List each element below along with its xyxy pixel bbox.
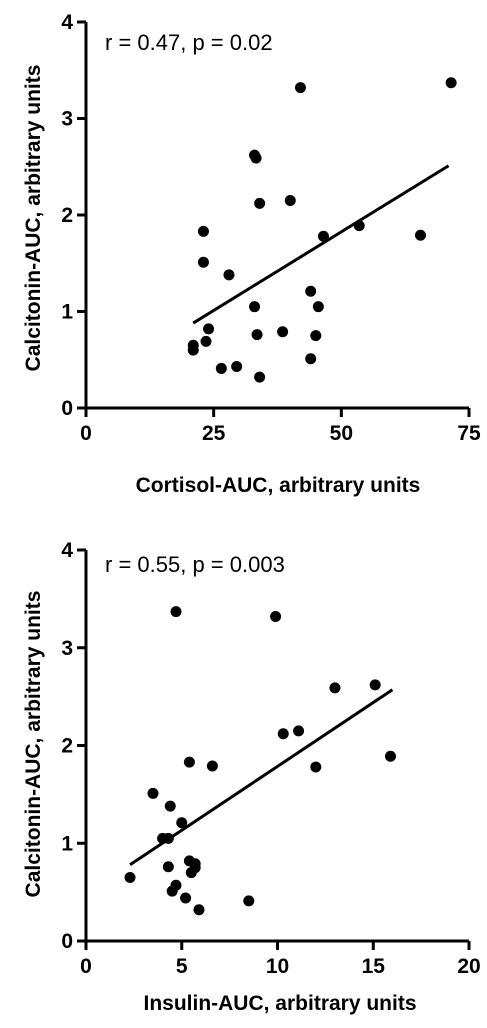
x-axis-title: Insulin-AUC, arbitrary units [143,992,416,1015]
data-point [414,229,426,241]
data-point [206,760,218,772]
data-point [312,301,324,313]
y-tick-label: 2 [61,204,73,227]
chart-insulin-calcitonin: r = 0.55, p = 0.003 Calcitonin-AUC, arbi… [22,539,481,1015]
plot-area: 0 1 2 3 4 0 25 50 75 [61,11,481,445]
data-point [277,326,289,338]
data-point [250,152,262,164]
y-tick-label: 0 [61,397,73,420]
y-tick-label: 1 [61,301,73,324]
data-point [164,800,176,812]
y-tick-label: 1 [61,832,73,855]
data-point [124,871,136,883]
x-tick-label: 0 [80,955,92,978]
y-tick-label: 4 [61,539,73,562]
data-point [270,610,282,622]
data-point [243,895,255,907]
data-point [189,862,201,874]
data-point [310,330,322,342]
data-point [147,787,159,799]
data-point [251,329,263,341]
data-point [310,761,322,773]
regression-line [129,688,394,867]
x-tick-label: 75 [457,422,481,445]
data-point [284,195,296,207]
data-point [369,679,381,691]
correlation-annotation: r = 0.47, p = 0.02 [105,30,273,55]
data-point [305,285,317,297]
data-point [223,269,235,281]
y-axis-title: Calcitonin-AUC, arbitrary units [22,591,45,898]
data-point [203,323,215,335]
data-point [200,335,212,347]
x-tick-label: 10 [266,955,289,978]
x-tick-label: 50 [330,422,353,445]
data-point [294,82,306,94]
y-tick-label: 3 [61,108,73,131]
y-tick-label: 3 [61,637,73,660]
x-tick-label: 15 [362,955,386,978]
correlation-annotation: r = 0.55, p = 0.003 [105,552,285,577]
y-tick-label: 0 [61,930,73,953]
data-point [293,725,305,737]
data-point [162,861,174,873]
data-point [384,750,396,762]
x-tick-label: 5 [176,955,188,978]
x-axis-title: Cortisol-AUC, arbitrary units [136,474,421,497]
data-point [183,756,195,768]
data-point [249,301,261,313]
data-point [231,361,243,373]
plot-area: 0 1 2 3 4 0 5 10 15 20 [61,539,480,978]
x-tick-label: 20 [457,955,480,978]
regression-line [192,164,450,325]
data-point [187,344,199,356]
data-point [254,371,266,383]
data-point [170,879,182,891]
x-tick-label: 0 [80,422,92,445]
data-point [180,892,192,904]
chart-cortisol-calcitonin: r = 0.47, p = 0.02 Calcitonin-AUC, arbit… [22,11,481,497]
data-point [170,606,182,618]
data-point [317,230,329,242]
data-point [176,817,188,829]
data-point [277,728,289,740]
data-point [215,362,227,374]
y-axis-title: Calcitonin-AUC, arbitrary units [22,65,45,372]
y-tick-label: 4 [61,11,73,34]
data-point [197,225,209,237]
data-point [162,832,174,844]
data-point [445,77,457,89]
x-tick-label: 25 [202,422,226,445]
data-point [353,220,365,232]
data-point [197,256,209,268]
data-point [329,682,341,694]
data-point [305,353,317,365]
data-point [254,197,266,209]
y-tick-label: 2 [61,735,73,758]
data-point [193,904,205,916]
